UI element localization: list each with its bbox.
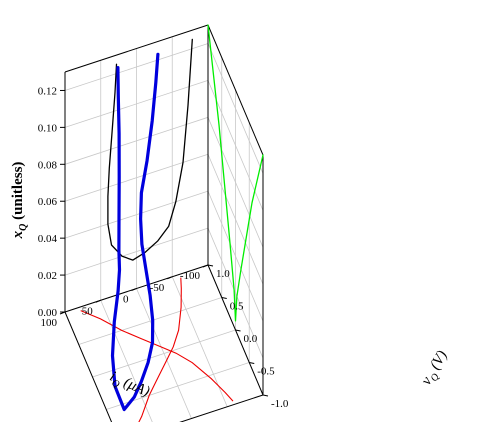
- tick-layer: 0.00 0.02 0.04 0.06 0.08 0.10 0.12 -100 -50 0 50 10…: [38, 85, 289, 410]
- z-tick-label: 0.08: [38, 159, 58, 171]
- grid-line-floor-y: [78, 297, 222, 345]
- series-layer: [80, 24, 264, 422]
- series-projection-xy-b: [80, 310, 234, 402]
- y-axis-title: vQ (V): [418, 348, 453, 389]
- y-tick-label: -1.0: [271, 398, 289, 410]
- y-tick-mark: [235, 329, 241, 332]
- grid-line-floor-x: [64, 311, 112, 422]
- z-axis-title: xQ (unitless): [10, 162, 29, 240]
- series-projection-xz: [107, 38, 193, 261]
- z-tick-label: 0.02: [38, 270, 57, 282]
- grid-line-xz-z: [64, 227, 209, 276]
- frame-layer: [64, 24, 264, 422]
- grid-line-yz-z: [207, 117, 264, 248]
- y-tick-mark: [221, 297, 227, 299]
- z-tick-label: 0.12: [38, 85, 57, 97]
- y-tick-label: 0.5: [230, 301, 244, 313]
- x-tick-label: 0: [123, 294, 129, 306]
- grid-line-yz-z: [207, 190, 264, 322]
- series-projection-yz: [207, 24, 264, 322]
- x-tick-mark: [59, 311, 66, 315]
- grid-line-xz-z: [64, 153, 209, 202]
- z-tick-label: 0.06: [38, 196, 58, 208]
- x-tick-mark: [202, 264, 209, 268]
- grid-line-xz-z: [64, 190, 209, 239]
- x-tick-mark: [167, 276, 173, 280]
- frame-edge: [207, 24, 264, 156]
- y-tick-mark: [262, 394, 269, 397]
- grid-line-yz-z: [207, 80, 264, 211]
- frame-edge: [64, 311, 113, 422]
- z-axis-title-unit: (unitless): [10, 162, 26, 220]
- x-tick-mark: [95, 299, 101, 303]
- grid-line-yz-z: [207, 227, 264, 359]
- x-tick-mark: [131, 288, 137, 291]
- z-tick-label: 0.00: [38, 307, 58, 319]
- y-tick-mark: [207, 264, 214, 267]
- grid-line-yz-z: [207, 43, 264, 174]
- x-tick-label: -100: [180, 270, 201, 282]
- frame-edge: [179, 394, 264, 422]
- x-tick-label: 50: [82, 305, 94, 317]
- grid-line-floor-y: [92, 329, 236, 378]
- grid-line-xz-z: [64, 116, 209, 165]
- x-tick-label: -50: [150, 282, 165, 294]
- grid-line-xz-z: [64, 43, 209, 91]
- series-projection-xy-a: [138, 277, 182, 422]
- x-axis-title-symbol: i: [107, 369, 117, 385]
- grid-line-xz-z: [64, 80, 209, 128]
- z-axis-title-symbol: x: [10, 230, 26, 239]
- y-tick-mark: [249, 362, 255, 364]
- y-tick-label: 0.0: [244, 333, 258, 345]
- z-axis-title-subscript: Q: [18, 224, 29, 231]
- x-tick-label: 100: [41, 317, 58, 329]
- y-tick-label: 1.0: [216, 268, 230, 280]
- z-tick-label: 0.10: [38, 122, 58, 134]
- series-3d-curve: [110, 52, 160, 412]
- x-axis-title-subscript: Q: [110, 378, 122, 391]
- z-tick-label: 0.04: [38, 233, 58, 245]
- grid-line-yz-z: [207, 154, 264, 285]
- y-tick-label: -0.5: [257, 366, 275, 378]
- frame-edge: [64, 24, 209, 73]
